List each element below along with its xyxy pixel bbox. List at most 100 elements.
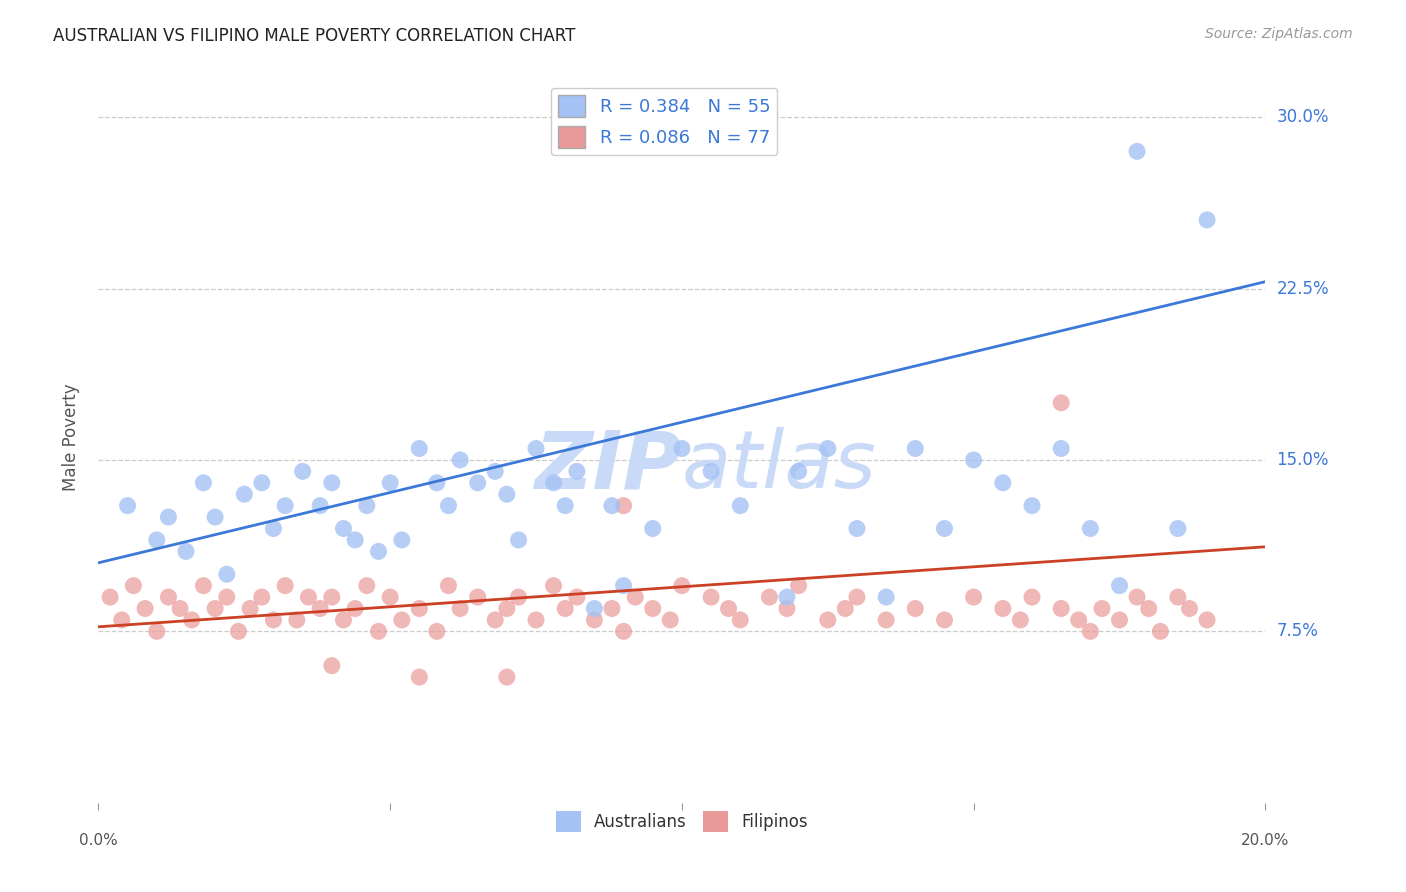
Point <box>934 521 956 535</box>
Point <box>215 567 238 582</box>
Point <box>583 613 606 627</box>
Text: 7.5%: 7.5% <box>1277 623 1319 640</box>
Point <box>437 579 460 593</box>
Point <box>204 510 226 524</box>
Point <box>496 487 519 501</box>
Point <box>309 601 332 615</box>
Point <box>776 601 799 615</box>
Point <box>1021 499 1043 513</box>
Point <box>904 601 927 615</box>
Point <box>356 499 378 513</box>
Point <box>332 613 354 627</box>
Text: 22.5%: 22.5% <box>1277 279 1329 298</box>
Point <box>250 475 273 490</box>
Point <box>204 601 226 615</box>
Point <box>846 521 869 535</box>
Point <box>467 475 489 490</box>
Point <box>671 579 693 593</box>
Point <box>344 533 367 547</box>
Point <box>250 590 273 604</box>
Point <box>291 464 314 478</box>
Point <box>262 521 284 535</box>
Point <box>380 475 402 490</box>
Point <box>554 499 576 513</box>
Point <box>233 487 256 501</box>
Point <box>146 624 169 639</box>
Point <box>524 613 547 627</box>
Point <box>758 590 780 604</box>
Point <box>612 624 634 639</box>
Text: 20.0%: 20.0% <box>1241 833 1289 848</box>
Y-axis label: Male Poverty: Male Poverty <box>62 384 80 491</box>
Point <box>391 533 413 547</box>
Point <box>1167 590 1189 604</box>
Point <box>297 590 319 604</box>
Point <box>600 499 623 513</box>
Point <box>111 613 134 627</box>
Point <box>583 601 606 615</box>
Point <box>1149 624 1171 639</box>
Point <box>1108 579 1130 593</box>
Point <box>730 499 752 513</box>
Point <box>834 601 856 615</box>
Point <box>934 613 956 627</box>
Point <box>367 544 389 558</box>
Point <box>437 499 460 513</box>
Text: AUSTRALIAN VS FILIPINO MALE POVERTY CORRELATION CHART: AUSTRALIAN VS FILIPINO MALE POVERTY CORR… <box>53 27 576 45</box>
Point <box>239 601 262 615</box>
Point <box>426 475 449 490</box>
Point <box>1067 613 1090 627</box>
Point <box>543 475 565 490</box>
Point <box>1167 521 1189 535</box>
Point <box>817 442 839 456</box>
Point <box>356 579 378 593</box>
Point <box>98 590 121 604</box>
Point <box>449 601 471 615</box>
Point <box>391 613 413 627</box>
Point <box>565 590 588 604</box>
Point <box>1108 613 1130 627</box>
Point <box>1050 601 1073 615</box>
Point <box>180 613 202 627</box>
Point <box>262 613 284 627</box>
Point <box>1091 601 1114 615</box>
Text: ZIP: ZIP <box>534 427 682 506</box>
Point <box>274 579 297 593</box>
Point <box>484 464 506 478</box>
Point <box>1050 442 1073 456</box>
Point <box>321 590 343 604</box>
Point <box>524 442 547 456</box>
Point <box>169 601 191 615</box>
Text: Source: ZipAtlas.com: Source: ZipAtlas.com <box>1205 27 1353 41</box>
Text: 0.0%: 0.0% <box>79 833 118 848</box>
Point <box>508 533 530 547</box>
Point <box>624 590 647 604</box>
Point <box>543 579 565 593</box>
Point <box>408 442 430 456</box>
Point <box>659 613 682 627</box>
Point <box>321 658 343 673</box>
Point <box>426 624 449 639</box>
Point <box>449 453 471 467</box>
Point <box>496 601 519 615</box>
Point <box>408 601 430 615</box>
Point <box>146 533 169 547</box>
Point <box>962 453 984 467</box>
Point <box>700 464 723 478</box>
Point <box>193 475 215 490</box>
Point <box>554 601 576 615</box>
Point <box>1050 396 1073 410</box>
Point <box>1195 613 1218 627</box>
Point <box>787 464 810 478</box>
Point <box>274 499 297 513</box>
Point <box>1010 613 1032 627</box>
Point <box>193 579 215 593</box>
Point <box>641 521 664 535</box>
Point <box>1080 521 1102 535</box>
Point <box>408 670 430 684</box>
Point <box>817 613 839 627</box>
Point <box>612 579 634 593</box>
Point <box>228 624 250 639</box>
Point <box>875 613 897 627</box>
Point <box>875 590 897 604</box>
